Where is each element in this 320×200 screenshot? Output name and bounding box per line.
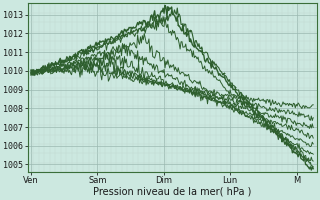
X-axis label: Pression niveau de la mer( hPa ): Pression niveau de la mer( hPa ) xyxy=(93,187,251,197)
